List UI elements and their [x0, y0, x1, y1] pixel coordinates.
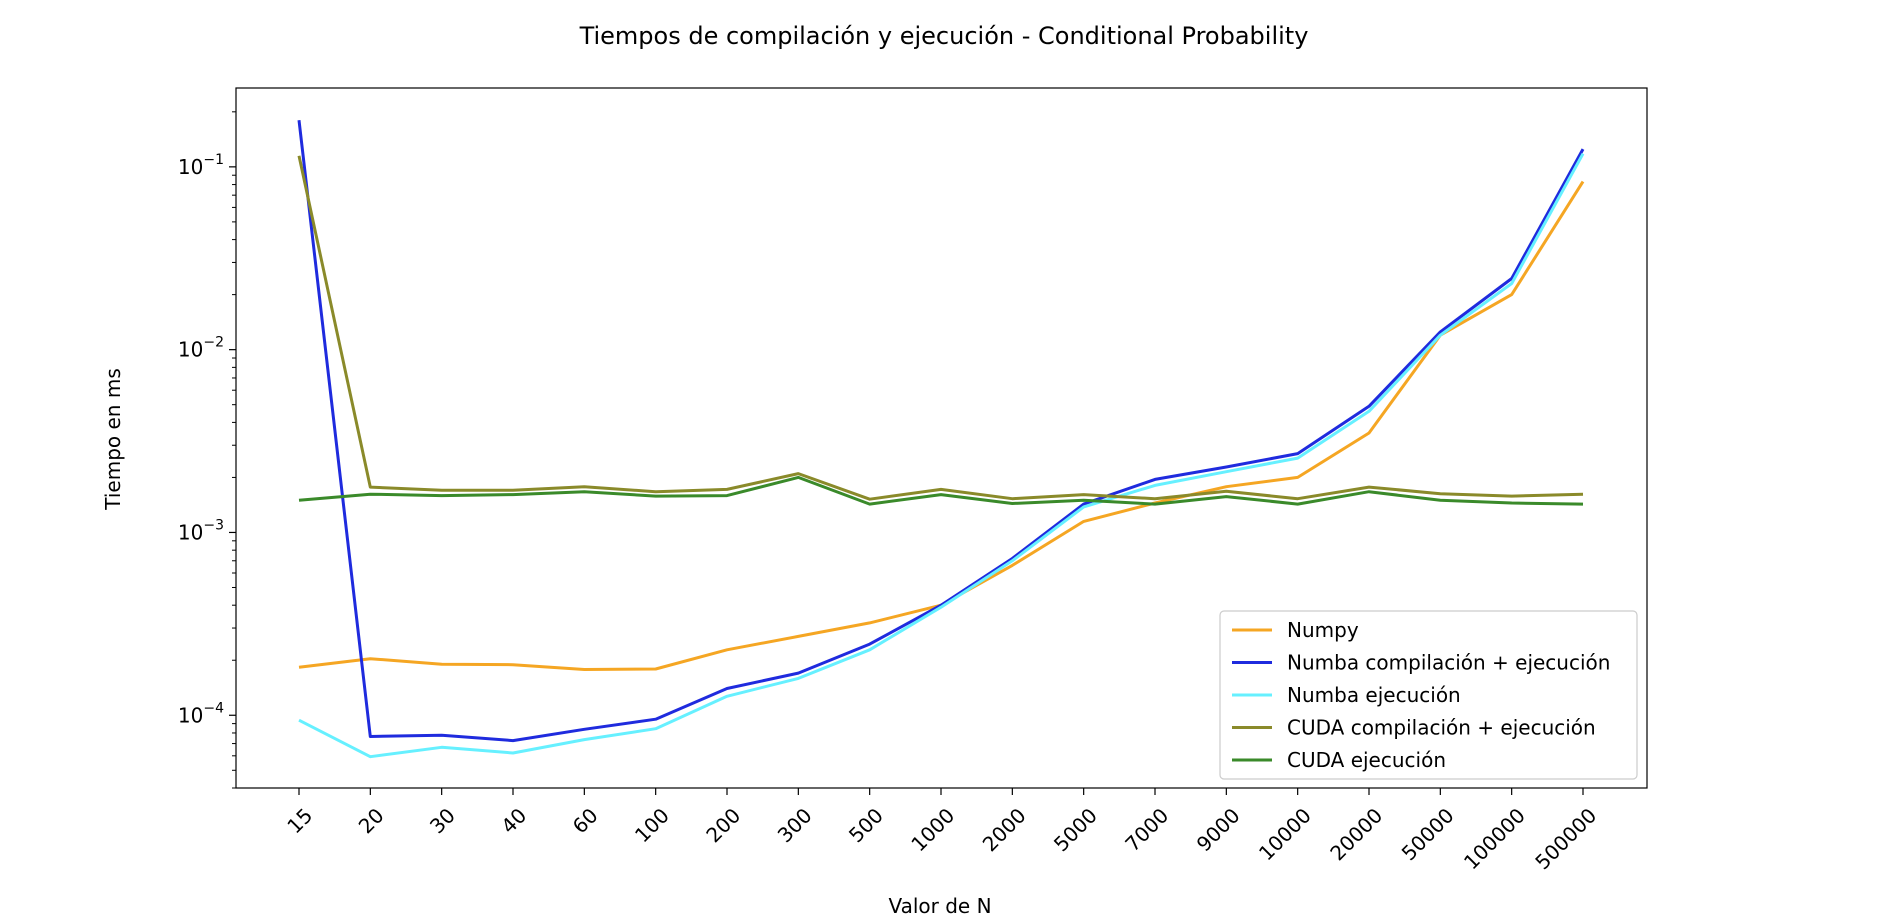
chart-title: Tiempos de compilación y ejecución - Con…: [579, 22, 1309, 50]
x-tick-label: 500000: [1530, 803, 1601, 874]
series-line-4: [298, 475, 1584, 506]
x-tick-label: 20: [354, 803, 389, 838]
series-line-3: [297, 155, 1584, 501]
x-tick-label: 30: [425, 803, 460, 838]
x-tick-label: 2000: [978, 803, 1031, 856]
legend-label: Numba ejecución: [1287, 683, 1461, 707]
x-tick-label: 300: [773, 803, 817, 847]
x-tick-label: 7000: [1120, 803, 1173, 856]
legend-box: [1219, 610, 1638, 780]
x-axis: 15 20 30 40 60 100 200 300 500 1000 2000 5000 7000 90…: [282, 788, 1601, 874]
x-tick-label: 9000: [1192, 803, 1245, 856]
x-tick-label: 50000: [1397, 803, 1459, 865]
x-tick-label: 1000: [906, 803, 959, 856]
x-tick-label: 60: [568, 803, 603, 838]
y-axis-title: Tiempo en ms: [101, 368, 125, 510]
legend-label: CUDA ejecución: [1287, 748, 1446, 772]
legend-label: Numpy: [1287, 618, 1359, 642]
x-tick-label: 10000: [1254, 803, 1316, 865]
legend-label: CUDA compilación + ejecución: [1287, 716, 1596, 740]
x-tick-label: 20000: [1325, 803, 1387, 865]
x-axis-title: Valor de N: [888, 894, 991, 918]
x-tick-label: 40: [496, 803, 531, 838]
x-tick-label: 100000: [1459, 803, 1530, 874]
legend: Numpy Numba compilación + ejecución Numba …: [1219, 610, 1638, 780]
series-line-2: [298, 152, 1585, 759]
series-layer: [297, 120, 1585, 759]
y-axis: 10−4 10−3 10−2 10−1: [178, 111, 236, 789]
x-tick-label: 5000: [1049, 803, 1102, 856]
y-tick-label: 10−3: [178, 517, 224, 544]
series-line-1: [297, 120, 1585, 743]
x-tick-label: 200: [701, 803, 745, 847]
y-tick-label: 10−4: [178, 700, 224, 727]
x-tick-label: 500: [844, 803, 888, 847]
y-tick-label: 10−1: [178, 152, 224, 179]
legend-label: Numba compilación + ejecución: [1287, 651, 1610, 675]
x-tick-label: 100: [630, 803, 674, 847]
x-tick-label: 15: [282, 803, 317, 838]
y-tick-label: 10−2: [178, 335, 224, 362]
